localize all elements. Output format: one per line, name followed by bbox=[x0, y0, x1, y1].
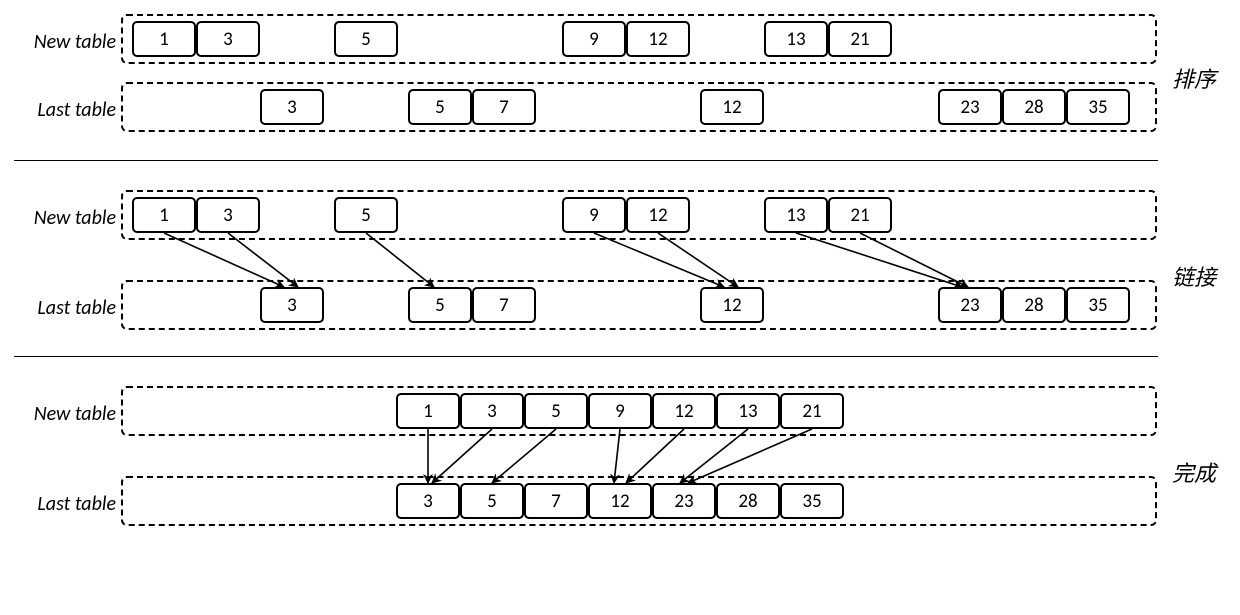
arrow bbox=[860, 233, 968, 287]
cell: 5 bbox=[334, 197, 398, 233]
cell: 3 bbox=[460, 393, 524, 429]
arrow bbox=[626, 429, 684, 483]
row-label-new_table: New table bbox=[6, 206, 116, 230]
cell: 12 bbox=[652, 393, 716, 429]
cell: 21 bbox=[828, 197, 892, 233]
cell: 23 bbox=[652, 483, 716, 519]
cell: 12 bbox=[626, 197, 690, 233]
cell: 35 bbox=[1066, 287, 1130, 323]
arrow bbox=[432, 429, 492, 483]
cell: 1 bbox=[396, 393, 460, 429]
diagram-canvas: 排序New table1359121321Last table357122328… bbox=[0, 0, 1240, 615]
cell: 13 bbox=[764, 197, 828, 233]
cell: 13 bbox=[764, 21, 828, 57]
cell: 5 bbox=[408, 89, 472, 125]
cell: 3 bbox=[196, 197, 260, 233]
cell: 1 bbox=[132, 197, 196, 233]
cell: 35 bbox=[1066, 89, 1130, 125]
cell: 3 bbox=[196, 21, 260, 57]
section-title-done: 完成 bbox=[1172, 456, 1216, 488]
arrow bbox=[614, 429, 620, 483]
cell: 7 bbox=[472, 89, 536, 125]
section-divider bbox=[14, 160, 1158, 161]
arrow bbox=[796, 233, 962, 287]
cell: 1 bbox=[132, 21, 196, 57]
arrow bbox=[164, 233, 284, 287]
cell: 9 bbox=[588, 393, 652, 429]
cell: 35 bbox=[780, 483, 844, 519]
row-label-last_table: Last table bbox=[6, 98, 116, 122]
cell: 21 bbox=[780, 393, 844, 429]
cell: 28 bbox=[1002, 89, 1066, 125]
cell: 13 bbox=[716, 393, 780, 429]
cell: 7 bbox=[524, 483, 588, 519]
arrow bbox=[228, 233, 298, 287]
section-title-sort: 排序 bbox=[1172, 62, 1216, 94]
arrow bbox=[658, 233, 738, 287]
row-label-last_table: Last table bbox=[6, 296, 116, 320]
cell: 9 bbox=[562, 197, 626, 233]
cell: 12 bbox=[588, 483, 652, 519]
cell: 28 bbox=[1002, 287, 1066, 323]
cell: 12 bbox=[626, 21, 690, 57]
section-divider bbox=[14, 356, 1158, 357]
cell: 28 bbox=[716, 483, 780, 519]
cell: 3 bbox=[260, 89, 324, 125]
cell: 21 bbox=[828, 21, 892, 57]
cell: 3 bbox=[260, 287, 324, 323]
row-label-new_table: New table bbox=[6, 30, 116, 54]
cell: 9 bbox=[562, 21, 626, 57]
cell: 5 bbox=[334, 21, 398, 57]
cell: 23 bbox=[938, 89, 1002, 125]
cell: 5 bbox=[460, 483, 524, 519]
arrow bbox=[492, 429, 556, 483]
cell: 12 bbox=[700, 287, 764, 323]
section-title-link: 链接 bbox=[1172, 260, 1216, 292]
arrow bbox=[680, 429, 748, 483]
cell: 5 bbox=[408, 287, 472, 323]
cell: 23 bbox=[938, 287, 1002, 323]
arrow bbox=[688, 429, 812, 483]
cell: 3 bbox=[396, 483, 460, 519]
cell: 5 bbox=[524, 393, 588, 429]
cell: 7 bbox=[472, 287, 536, 323]
cell: 12 bbox=[700, 89, 764, 125]
row-label-new_table: New table bbox=[6, 402, 116, 426]
arrow bbox=[594, 233, 724, 287]
arrow bbox=[366, 233, 434, 287]
row-label-last_table: Last table bbox=[6, 492, 116, 516]
